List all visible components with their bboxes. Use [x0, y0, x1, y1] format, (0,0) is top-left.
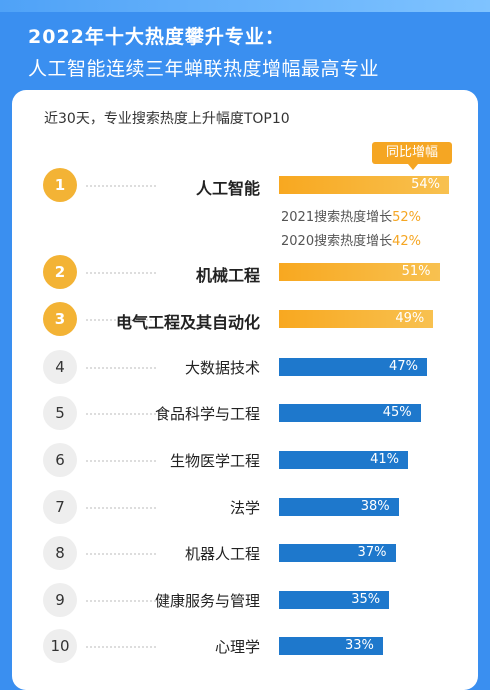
- rank-badge: 2: [43, 255, 77, 289]
- data-label: 47%: [389, 359, 418, 374]
- rank-badge: 6: [43, 443, 77, 477]
- header: 2022年十大热度攀升专业： 人工智能连续三年蝉联热度增幅最高专业: [0, 8, 490, 88]
- category-label: 生物医学工程: [169, 452, 260, 470]
- data-label: 45%: [382, 405, 412, 420]
- dotted-leader: [86, 507, 156, 509]
- rank-badge: 7: [43, 490, 77, 524]
- dotted-leader: [86, 413, 156, 415]
- dotted-leader: [86, 600, 156, 602]
- data-label: 35%: [351, 592, 381, 607]
- bar: [279, 310, 434, 328]
- legend-tag: 同比增幅: [372, 142, 452, 170]
- bar: [279, 498, 399, 516]
- data-label: 37%: [357, 545, 387, 560]
- chart-title: 近30天，专业搜索热度上升幅度TOP10: [44, 111, 290, 127]
- top-banner-strip: [0, 0, 490, 12]
- rank-badge: 3: [43, 302, 77, 336]
- dotted-leader: [86, 460, 156, 462]
- data-label: 51%: [401, 264, 431, 279]
- note-2021-value: 52%: [392, 210, 421, 225]
- category-label: 电气工程及其自动化: [115, 313, 260, 332]
- bar: [279, 591, 390, 609]
- data-label: 38%: [360, 499, 390, 514]
- bar: [279, 358, 428, 376]
- category-label: 健康服务与管理: [154, 592, 260, 610]
- category-label: 机器人工程: [184, 545, 260, 563]
- rank-badge: 8: [43, 536, 77, 570]
- data-label: 33%: [344, 638, 374, 653]
- dotted-leader: [86, 553, 156, 555]
- page-subtitle: 人工智能连续三年蝉联热度增幅最高专业: [28, 58, 380, 80]
- rank-badge: 5: [43, 396, 77, 430]
- bar: [279, 263, 440, 281]
- bar: [279, 637, 383, 655]
- category-label: 法学: [229, 499, 260, 517]
- rank-badge: 1: [43, 168, 77, 202]
- rank-badge: 4: [43, 350, 77, 384]
- note-2020: 2020搜索热度增长42%: [281, 230, 421, 249]
- dotted-leader: [86, 319, 156, 321]
- category-label: 食品科学与工程: [154, 405, 260, 423]
- data-label: 49%: [395, 311, 425, 326]
- dotted-leader: [86, 185, 156, 187]
- dotted-leader: [86, 367, 156, 369]
- rank-badge: 10: [43, 629, 77, 663]
- bar: [279, 451, 409, 469]
- page-title: 2022年十大热度攀升专业：: [28, 26, 285, 48]
- category-label: 大数据技术: [184, 359, 260, 377]
- note-2020-text: 2020搜索热度增长: [281, 234, 393, 249]
- data-label: 41%: [370, 452, 400, 467]
- dotted-leader: [86, 272, 156, 274]
- dotted-leader: [86, 646, 156, 648]
- data-label: 54%: [411, 177, 440, 192]
- note-2021-text: 2021搜索热度增长: [281, 210, 393, 225]
- bar: [279, 176, 450, 194]
- note-2020-value: 42%: [392, 234, 421, 249]
- bar: [279, 544, 396, 562]
- category-label: 心理学: [214, 638, 260, 656]
- category-label: 人工智能: [195, 179, 260, 198]
- category-label: 机械工程: [195, 266, 260, 285]
- note-2021: 2021搜索热度增长52%: [281, 206, 421, 225]
- rank-badge: 9: [43, 583, 77, 617]
- bar: [279, 404, 421, 422]
